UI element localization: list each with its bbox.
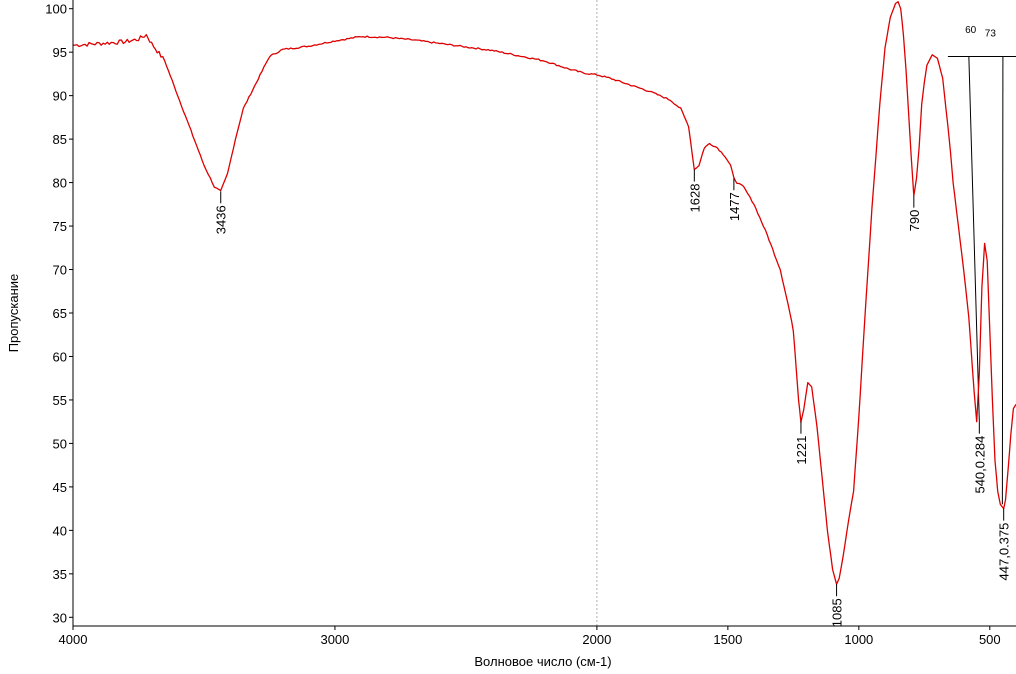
y-tick-label: 70 [53, 263, 67, 278]
x-tick-label: 3000 [320, 632, 349, 647]
y-tick-label: 75 [53, 219, 67, 234]
y-tick-label: 100 [45, 2, 67, 17]
x-axis-title: Волновое число (см-1) [474, 654, 611, 669]
y-tick-label: 85 [53, 132, 67, 147]
peak-label: 540,0.284 [972, 436, 987, 494]
peak-baselines [947, 56, 1016, 505]
peak-annotations: 3436 1628 1477 1221 1085 790 540,0.284 447,0.37… [214, 169, 1012, 627]
x-tick-label: 500 [979, 632, 1001, 647]
y-tick-label: 55 [53, 393, 67, 408]
peak-label: 790 [907, 210, 922, 232]
x-tick-label: 4000 [59, 632, 88, 647]
y-tick-label: 65 [53, 306, 67, 321]
band-drop-line [968, 56, 980, 422]
y-tick-label: 40 [53, 523, 67, 538]
y-tick-label: 90 [53, 89, 67, 104]
y-tick-label: 95 [53, 45, 67, 60]
peak-label: 447,0.375 [997, 523, 1012, 581]
plot-area-background [73, 0, 1016, 626]
peak-label: 1477 [727, 192, 742, 221]
x-tick-label: 1000 [844, 632, 873, 647]
peak-label: 1085 [830, 598, 845, 627]
y-tick-label: 60 [53, 349, 67, 364]
peak-label: 1628 [687, 184, 702, 213]
band-label: 60 [965, 25, 977, 36]
y-axis-title: Пропускание [6, 274, 21, 353]
peak-label: 3436 [214, 205, 229, 234]
x-axis-ticks: 4000 3000 2000 1500 1000 500 [59, 626, 1001, 647]
band-labels: 60 73 [965, 25, 996, 39]
x-tick-label: 1500 [713, 632, 742, 647]
band-drop-line [1001, 56, 1004, 505]
y-tick-label: 35 [53, 567, 67, 582]
spectrum-line [72, 1, 1016, 585]
y-axis-ticks: 30 35 40 45 50 55 60 65 70 75 80 85 90 95 100 [45, 2, 73, 625]
peak-label: 1221 [794, 436, 809, 465]
y-tick-label: 80 [53, 176, 67, 191]
y-tick-label: 50 [53, 436, 67, 451]
y-tick-label: 45 [53, 480, 67, 495]
y-tick-label: 30 [53, 610, 67, 625]
x-tick-label: 2000 [582, 632, 611, 647]
band-label: 73 [985, 29, 997, 40]
